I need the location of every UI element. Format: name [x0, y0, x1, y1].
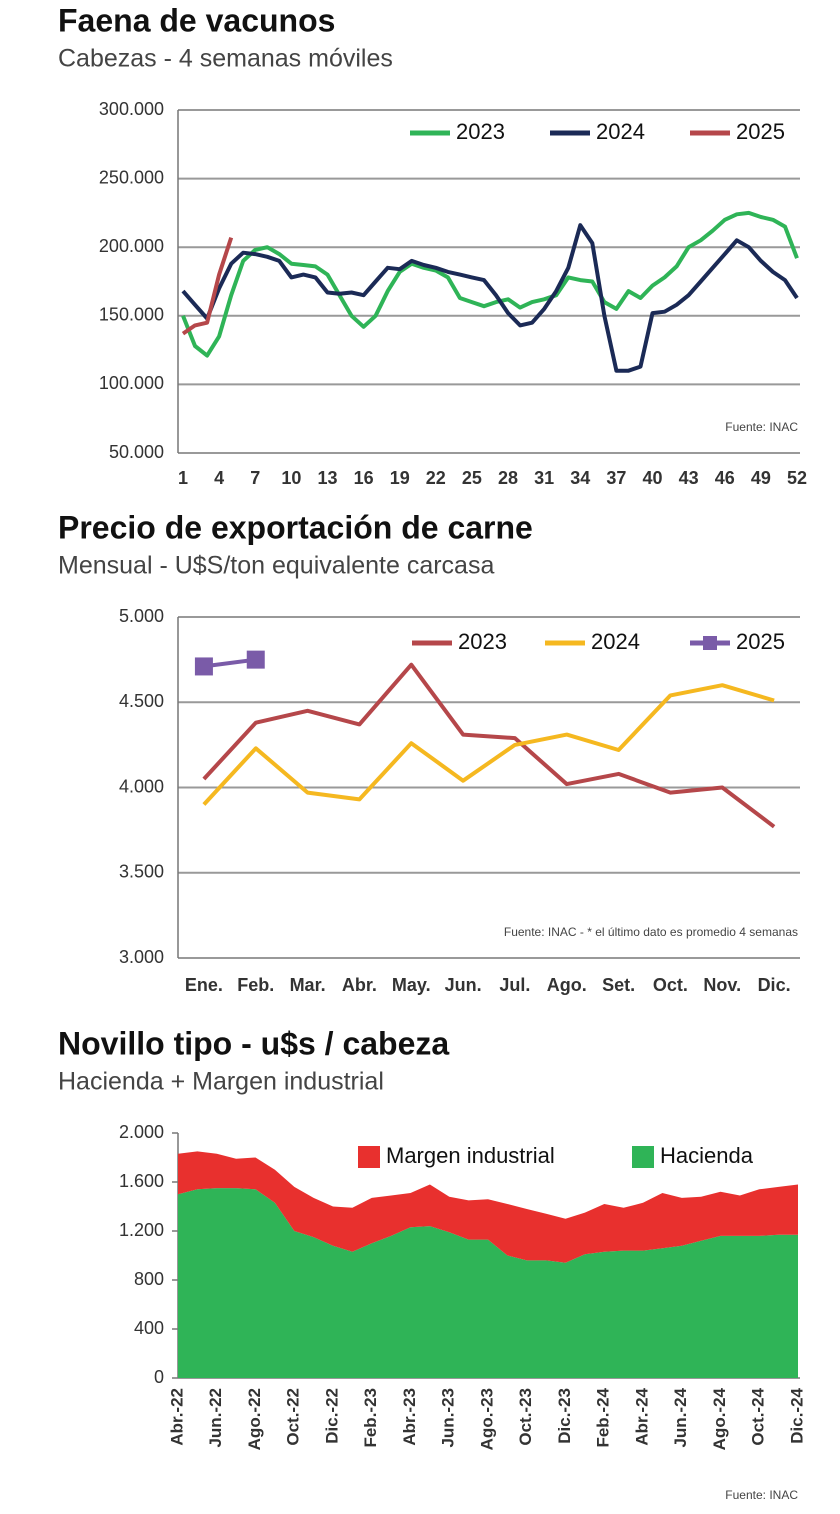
line — [202, 683, 775, 806]
legend-swatch — [358, 1146, 380, 1168]
source-note: Fuente: INAC — [725, 420, 798, 434]
chart-subtitle: Mensual - U$S/ton equivalente carcasa — [58, 552, 494, 580]
x-tick-label: Ago. — [547, 975, 587, 995]
x-tick-label: Oct.-24 — [749, 1387, 768, 1445]
x-tick-label: Jun. — [445, 975, 482, 995]
x-tick-label: 25 — [462, 468, 482, 488]
x-tick-label: 16 — [354, 468, 374, 488]
x-tick-label: Oct. — [653, 975, 688, 995]
legend-label: 2025 — [736, 629, 785, 654]
x-tick-label: 52 — [787, 468, 807, 488]
marker — [246, 650, 265, 669]
x-tick-label: 31 — [534, 468, 554, 488]
chart-title: Faena de vacunos — [58, 2, 335, 38]
x-tick-label: Abr.-24 — [632, 1387, 651, 1445]
x-tick-label: 46 — [715, 468, 735, 488]
area — [178, 1151, 798, 1263]
y-tick-label: 2.000 — [119, 1122, 164, 1142]
y-tick-label: 1.200 — [119, 1220, 164, 1240]
x-tick-label: Ene. — [185, 975, 223, 995]
x-tick-label: 7 — [250, 468, 260, 488]
y-tick-label: 250.000 — [99, 167, 164, 187]
x-tick-label: Mar. — [290, 975, 326, 995]
x-tick-label: Abr. — [342, 975, 377, 995]
x-tick-label: Abr.-22 — [167, 1388, 186, 1446]
x-tick-label: Feb.-24 — [594, 1387, 613, 1447]
chart-subtitle: Cabezas - 4 semanas móviles — [58, 45, 393, 73]
y-tick-label: 50.000 — [109, 442, 164, 462]
chart-title: Novillo tipo - u$s / cabeza — [58, 1025, 449, 1061]
legend-label: 2024 — [591, 629, 640, 654]
x-tick-label: Set. — [602, 975, 635, 995]
x-tick-label: Dic.-23 — [555, 1388, 574, 1444]
y-tick-label: 0 — [154, 1367, 164, 1387]
area — [178, 1188, 798, 1378]
x-tick-label: Jun.-24 — [671, 1387, 690, 1447]
x-tick-label: 19 — [390, 468, 410, 488]
x-tick-label: Ago.-23 — [477, 1388, 496, 1450]
y-tick-label: 800 — [134, 1269, 164, 1289]
x-tick-label: 43 — [679, 468, 699, 488]
x-tick-label: 40 — [643, 468, 663, 488]
legend-label: 2024 — [596, 119, 645, 144]
y-tick-label: 300.000 — [99, 99, 164, 119]
x-tick-label: Oct.-23 — [516, 1388, 535, 1446]
x-tick-label: 13 — [317, 468, 337, 488]
x-tick-label: Jul. — [499, 975, 530, 995]
legend-label: 2025 — [736, 119, 785, 144]
y-tick-label: 400 — [134, 1318, 164, 1338]
y-tick-label: 100.000 — [99, 373, 164, 393]
x-tick-label: Dic.-24 — [787, 1387, 806, 1443]
x-tick-label: 49 — [751, 468, 771, 488]
line — [181, 210, 799, 358]
x-tick-label: Nov. — [703, 975, 741, 995]
x-tick-label: 34 — [570, 468, 590, 488]
x-tick-label: Oct.-22 — [284, 1388, 303, 1446]
x-tick-label: 28 — [498, 468, 518, 488]
x-tick-label: Abr.-23 — [400, 1388, 419, 1446]
y-tick-label: 5.000 — [119, 606, 164, 626]
source-note: Fuente: INAC — [725, 1488, 798, 1502]
legend-label: 2023 — [456, 119, 505, 144]
y-tick-label: 4.500 — [119, 691, 164, 711]
x-tick-label: Dic.-22 — [322, 1388, 341, 1444]
x-tick-label: Ago.-24 — [710, 1387, 729, 1450]
x-tick-label: Jun.-22 — [206, 1388, 225, 1448]
legend-label: 2023 — [458, 629, 507, 654]
y-tick-label: 200.000 — [99, 236, 164, 256]
y-tick-label: 3.500 — [119, 862, 164, 882]
marker — [194, 657, 213, 676]
legend-swatch — [632, 1146, 654, 1168]
x-tick-label: 22 — [426, 468, 446, 488]
chart-subtitle: Hacienda + Margen industrial — [58, 1068, 384, 1096]
x-tick-label: 10 — [281, 468, 301, 488]
x-tick-label: Ago.-22 — [245, 1388, 264, 1450]
line — [181, 236, 234, 336]
y-tick-label: 3.000 — [119, 947, 164, 967]
chart-title: Precio de exportación de carne — [58, 509, 533, 545]
line — [202, 662, 776, 829]
legend-label: Margen industrial — [386, 1143, 555, 1168]
legend-marker — [703, 636, 717, 650]
x-tick-label: 37 — [606, 468, 626, 488]
x-tick-label: Feb.-23 — [361, 1388, 380, 1448]
y-tick-label: 150.000 — [99, 305, 164, 325]
legend-label: Hacienda — [660, 1143, 754, 1168]
x-tick-label: Dic. — [758, 975, 791, 995]
y-tick-label: 1.600 — [119, 1171, 164, 1191]
x-tick-label: May. — [392, 975, 431, 995]
x-tick-label: 4 — [214, 468, 224, 488]
x-tick-label: Jun.-23 — [439, 1388, 458, 1448]
x-tick-label: 1 — [178, 468, 188, 488]
y-tick-label: 4.000 — [119, 776, 164, 796]
x-tick-label: Feb. — [237, 975, 274, 995]
source-note: Fuente: INAC - * el último dato es prome… — [504, 925, 798, 939]
line — [181, 223, 799, 373]
